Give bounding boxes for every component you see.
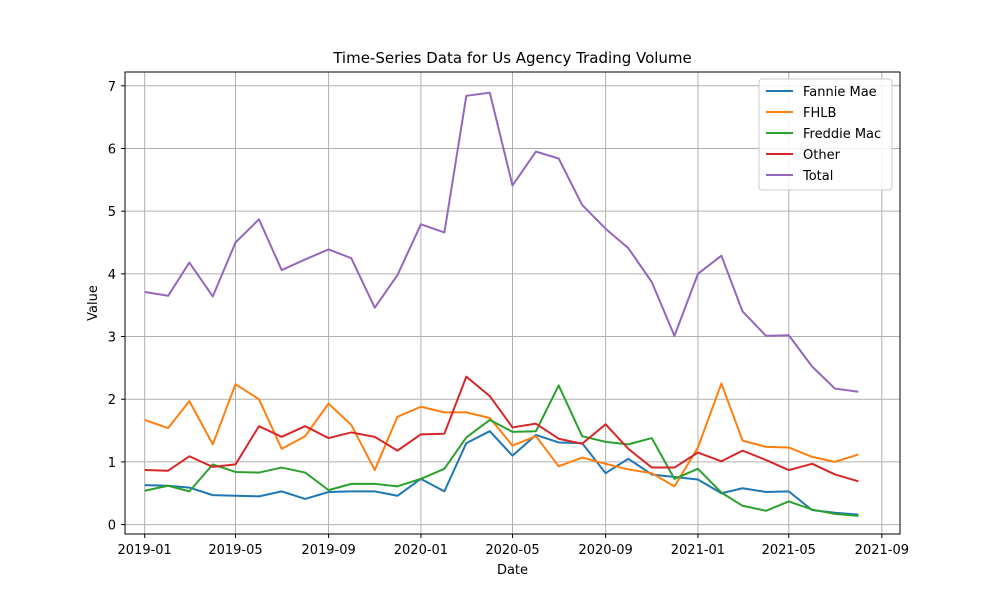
y-tick-label: 1 [108, 456, 116, 471]
series-line-total [144, 91, 859, 393]
y-tick-label: 5 [108, 205, 116, 220]
y-tick-label: 3 [108, 331, 116, 346]
x-tick-label: 2019-01 [118, 543, 172, 558]
y-axis-label: Value [86, 285, 101, 321]
x-tick-label: 2021-09 [855, 543, 909, 558]
x-tick-label: 2021-05 [762, 543, 816, 558]
x-tick-label: 2019-09 [301, 543, 355, 558]
series-line-freddie-mac [144, 384, 859, 517]
y-axis: 0 1 2 3 4 5 6 7 [108, 80, 125, 534]
y-tick-label: 2 [108, 393, 116, 408]
x-axis-label: Date [497, 563, 528, 578]
y-tick-label: 6 [108, 142, 116, 157]
series-layer [144, 91, 859, 517]
y-tick-label: 7 [108, 80, 116, 95]
legend-label: Other [803, 148, 841, 163]
legend-label: FHLB [803, 106, 836, 121]
legend-label: Total [802, 169, 833, 184]
series-line-other [144, 375, 859, 483]
x-tick-label: 2020-01 [394, 543, 448, 558]
series-line-fannie-mae [144, 430, 859, 516]
x-tick-label: 2021-01 [671, 543, 725, 558]
x-tick-label: 2020-05 [485, 543, 539, 558]
y-tick-label: 4 [108, 268, 116, 283]
legend: Fannie Mae FHLB Freddie Mac Other Total [758, 78, 893, 191]
legend-label: Fannie Mae [803, 85, 877, 100]
legend-box [758, 78, 893, 191]
chart-title: Time-Series Data for Us Agency Trading V… [332, 49, 692, 67]
x-axis: 2019-01 2019-05 2019-09 2020-01 2020-05 2020-… [118, 534, 909, 558]
x-tick-label: 2019-05 [208, 543, 262, 558]
legend-label: Freddie Mac [803, 127, 881, 142]
x-tick-label: 2020-09 [578, 543, 632, 558]
y-tick-label: 0 [108, 519, 116, 534]
series-line-fhlb [144, 382, 859, 488]
